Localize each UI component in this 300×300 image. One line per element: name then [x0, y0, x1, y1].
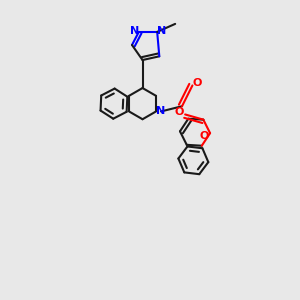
Text: O: O [193, 78, 202, 88]
Text: O: O [175, 107, 184, 118]
Text: O: O [200, 131, 209, 141]
Text: N: N [156, 106, 166, 116]
Text: N: N [157, 26, 166, 36]
Text: N: N [130, 26, 140, 36]
